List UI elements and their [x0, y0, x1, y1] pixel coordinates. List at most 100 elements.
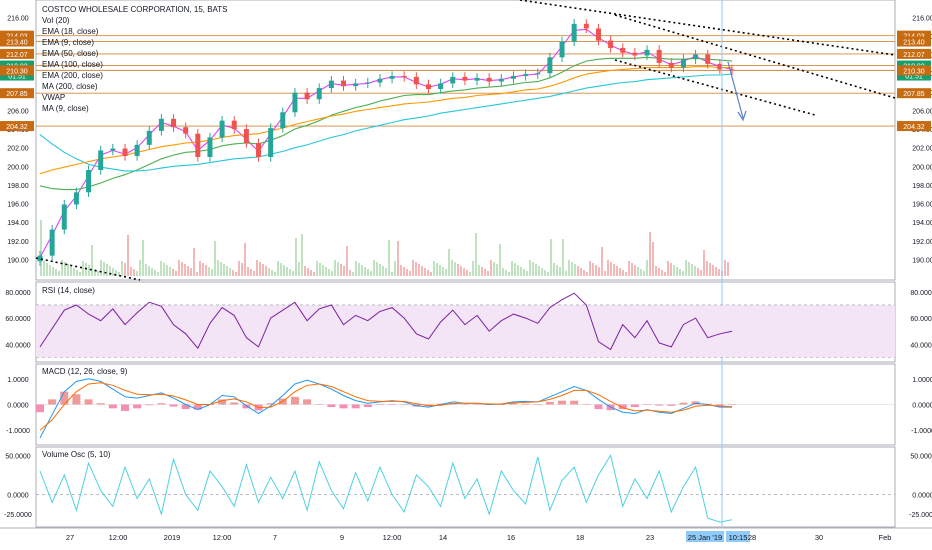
volume-bar: [445, 269, 447, 276]
candle: [316, 88, 322, 100]
volume-bar: [382, 266, 384, 276]
price-tick-left: 206.00: [7, 108, 29, 115]
price-badge-right-text: 207.85: [903, 91, 925, 98]
indicator-legend-item[interactable]: EMA (9, close): [42, 38, 95, 47]
volume-bar: [271, 270, 273, 276]
volume-bar: [322, 265, 324, 276]
volume-bar: [157, 272, 159, 276]
indicator-legend-item[interactable]: VWAP: [42, 93, 66, 102]
volume-bar: [448, 249, 450, 276]
projection-arrowhead: [737, 110, 747, 122]
volume-bar: [244, 243, 246, 276]
price-badge-sub: [0, 70, 34, 81]
candle: [656, 49, 662, 63]
volume-bar: [55, 269, 57, 276]
volume-bar: [190, 268, 192, 276]
ma-line-1: [39, 56, 733, 191]
candle: [608, 40, 614, 49]
indicator-legend-item[interactable]: MA (200, close): [42, 82, 98, 91]
candle: [292, 92, 298, 113]
volume-bar: [208, 267, 210, 276]
price-badge-left: [0, 48, 34, 59]
volume-bar: [355, 261, 357, 276]
macd-histogram-bar: [667, 404, 676, 406]
candle: [341, 80, 347, 87]
price-badge-right: [897, 48, 931, 59]
time-tick: 16: [507, 533, 515, 542]
volume-bar: [364, 267, 366, 276]
price-tick-left: 196.00: [7, 202, 29, 209]
trendline-channel-bottom: [614, 59, 816, 116]
volume-bar: [376, 262, 378, 276]
volume-bar: [43, 261, 45, 276]
macd-histogram-bar: [655, 404, 664, 406]
volume-bar: [430, 272, 432, 276]
volume-bar: [409, 271, 411, 276]
candle: [498, 78, 504, 82]
volume-bar: [268, 268, 270, 276]
volume-bar: [259, 262, 261, 276]
volosc-tick-right: 50.0000: [910, 453, 932, 460]
volume-bar: [457, 264, 459, 276]
volume-bar: [310, 270, 312, 276]
volume-bar: [58, 271, 60, 276]
volume-bar: [133, 269, 135, 276]
indicator-legend-item[interactable]: EMA (18, close): [42, 27, 99, 36]
macd-histogram-bar: [108, 404, 117, 409]
candle: [256, 143, 262, 157]
indicator-legend-item[interactable]: EMA (100, close): [42, 60, 103, 69]
macd-line-1: [39, 382, 733, 431]
volume-bar: [361, 265, 363, 276]
macd-tick-left: 0.0000: [7, 403, 29, 410]
macd-histogram-bar: [339, 404, 348, 409]
volume-bar: [166, 265, 168, 276]
volume-bar: [490, 260, 492, 276]
volume-bar: [610, 262, 612, 276]
volume-bar: [526, 271, 528, 276]
macd-tick-left: 1.0000: [7, 377, 29, 384]
candle: [425, 84, 431, 89]
volume-bar: [292, 271, 294, 276]
volume-bar: [295, 238, 297, 276]
volume-bar: [385, 268, 387, 276]
candle: [450, 76, 456, 84]
volume-bar: [475, 233, 477, 276]
candle: [86, 170, 92, 193]
volosc-tick-right: -25.0000: [909, 512, 932, 519]
indicator-legend-item[interactable]: EMA (200, close): [42, 71, 103, 80]
volume-bar: [286, 267, 288, 276]
price-tick-left: 202.00: [7, 146, 29, 153]
volume-bar: [289, 269, 291, 276]
volume-bar: [151, 268, 153, 276]
macd-histogram-bar: [218, 399, 227, 405]
volume-bar: [415, 262, 417, 276]
time-tick: 28: [748, 533, 756, 542]
indicator-legend-item[interactable]: MA (9, close): [42, 104, 89, 113]
macd-histogram-bar: [533, 404, 542, 405]
indicator-legend-item[interactable]: Vol (20): [42, 16, 70, 25]
volume-bar: [67, 264, 69, 276]
volume-bar: [211, 269, 213, 276]
macd-histogram-bar: [630, 404, 639, 408]
candle: [547, 57, 553, 74]
volume-bar: [202, 263, 204, 276]
volume-bar: [301, 234, 303, 276]
volume-bar: [115, 270, 117, 276]
volume-bar: [421, 266, 423, 276]
volume-bar: [403, 267, 405, 276]
candle: [243, 129, 249, 143]
indicator-legend-item[interactable]: EMA (50, close): [42, 49, 99, 58]
volume-bar: [505, 270, 507, 276]
volume-bar: [154, 270, 156, 276]
volume-bar: [541, 268, 543, 276]
time-tick: 10:15: [729, 533, 748, 542]
candle: [353, 83, 359, 87]
volume-bar: [142, 240, 144, 276]
volume-bar: [694, 266, 696, 276]
macd-tick-left: -1.0000: [6, 428, 30, 435]
macd-title: MACD (12, 26, close, 9): [42, 367, 128, 376]
volume-bar: [577, 266, 579, 276]
volume-bar: [121, 261, 123, 276]
price-tick-right: 206.00: [912, 108, 932, 115]
